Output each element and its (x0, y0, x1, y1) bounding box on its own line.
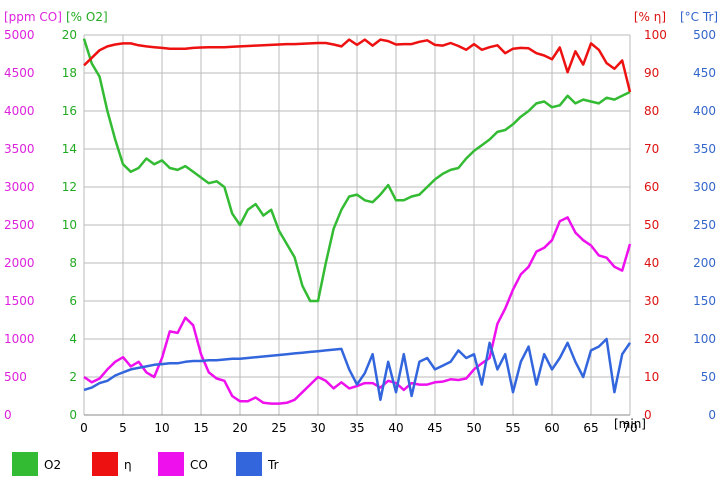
x-tick-label: 70 (622, 421, 637, 435)
x-tick-label: 60 (544, 421, 559, 435)
legend-item: CO (158, 452, 208, 476)
o2-tick-label: 6 (69, 294, 77, 308)
eta-tick-label: 40 (644, 256, 659, 270)
co-tick-label: 3500 (4, 142, 35, 156)
tr-tick-label: 150 (693, 294, 716, 308)
o2-tick-label: 0 (69, 408, 77, 422)
legend-label: Tr (267, 458, 279, 472)
legend-swatch (12, 452, 38, 476)
tr-series-line (83, 337, 632, 402)
eta-tick-label: 80 (644, 104, 659, 118)
o2-tick-label: 18 (62, 66, 77, 80)
eta-axis-label: [% η] (634, 10, 666, 24)
legend-item: Tr (236, 452, 279, 476)
co-tick-label: 2000 (4, 256, 35, 270)
x-tick-label: 5 (119, 421, 127, 435)
x-tick-label: 30 (310, 421, 325, 435)
o2-tick-label: 20 (62, 28, 77, 42)
tr-tick-label: 450 (693, 66, 716, 80)
tr-tick-label: 200 (693, 256, 716, 270)
o2-tick-label: 10 (62, 218, 77, 232)
eta-tick-label: 30 (644, 294, 659, 308)
x-tick-label: 25 (271, 421, 286, 435)
tr-axis-label: [°C Tr] (680, 10, 718, 24)
x-tick-label: 55 (505, 421, 520, 435)
eta-tick-label: 50 (644, 218, 659, 232)
co-tick-label: 1500 (4, 294, 35, 308)
eta-tick-label: 90 (644, 66, 659, 80)
x-tick-label: 40 (388, 421, 403, 435)
x-tick-label: 50 (466, 421, 481, 435)
legend-label: O2 (44, 458, 61, 472)
co-tick-label: 4000 (4, 104, 35, 118)
x-tick-label: 15 (193, 421, 208, 435)
x-tick-label: 65 (583, 421, 598, 435)
tr-tick-label: 500 (693, 28, 716, 42)
co-tick-label: 1000 (4, 332, 35, 346)
eta-tick-label: 70 (644, 142, 659, 156)
tr-tick-label: 350 (693, 142, 716, 156)
tr-tick-label: 0 (708, 408, 716, 422)
x-axis-label: [min] (614, 417, 646, 431)
tr-tick-label: 100 (693, 332, 716, 346)
legend-swatch (92, 452, 118, 476)
x-tick-label: 20 (232, 421, 247, 435)
eta-tick-label: 10 (644, 370, 659, 384)
tr-tick-label: 400 (693, 104, 716, 118)
legend-swatch (236, 452, 262, 476)
co-tick-label: 2500 (4, 218, 35, 232)
co-tick-label: 3000 (4, 180, 35, 194)
tr-tick-label: 300 (693, 180, 716, 194)
legend-swatch (158, 452, 184, 476)
o2-tick-label: 12 (62, 180, 77, 194)
legend-label: CO (190, 458, 208, 472)
eta-tick-label: 100 (644, 28, 667, 42)
o2-tick-label: 2 (69, 370, 77, 384)
co-tick-label: 0 (4, 408, 12, 422)
legend-label: η (124, 458, 132, 472)
series (82, 38, 632, 405)
legend-item: O2 (12, 452, 61, 476)
x-tick-label: 45 (427, 421, 442, 435)
o2-axis-label: [% O2] (66, 10, 108, 24)
co-series-line (83, 216, 632, 405)
o2-tick-label: 8 (69, 256, 77, 270)
o2-tick-label: 14 (62, 142, 77, 156)
grid (83, 34, 631, 416)
tr-tick-label: 50 (701, 370, 716, 384)
legend: O2 η CO Tr (12, 452, 279, 476)
x-tick-label: 0 (80, 421, 88, 435)
co-tick-label: 500 (4, 370, 27, 384)
co-tick-label: 5000 (4, 28, 35, 42)
o2-series-line (82, 38, 631, 303)
eta-tick-label: 0 (644, 408, 652, 422)
o2-tick-label: 4 (69, 332, 77, 346)
x-tick-label: 35 (349, 421, 364, 435)
co-axis-label: [ppm CO] (4, 10, 62, 24)
legend-item: η (92, 452, 132, 476)
co-tick-label: 4500 (4, 66, 35, 80)
eta-series-line (83, 38, 632, 93)
tr-tick-label: 250 (693, 218, 716, 232)
x-tick-label: 10 (154, 421, 169, 435)
eta-tick-label: 20 (644, 332, 659, 346)
eta-tick-label: 60 (644, 180, 659, 194)
axes: [ppm CO] [% O2] [% η] [°C Tr] [min] 0 5 10… (4, 10, 718, 435)
o2-tick-label: 16 (62, 104, 77, 118)
